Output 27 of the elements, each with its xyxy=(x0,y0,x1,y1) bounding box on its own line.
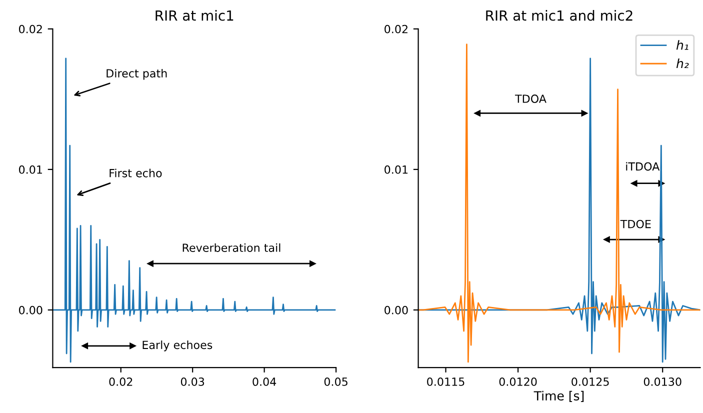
y-tick-label: 0.00 xyxy=(384,306,408,314)
x-axis-title: Time [s] xyxy=(534,390,584,402)
y-tick-label: 0.02 xyxy=(18,24,42,34)
chart-title: RIR at mic1 xyxy=(156,10,234,21)
y-tick-label: 0.00 xyxy=(18,306,42,314)
x-tick-label: 0.0115 xyxy=(427,377,464,386)
annotation: TDOE xyxy=(620,220,651,228)
annotation: Reverberation tail xyxy=(182,243,280,252)
x-tick-label: 0.03 xyxy=(180,377,204,386)
legend-label: h₂ xyxy=(676,58,689,68)
annotation: First echo xyxy=(110,168,162,178)
x-tick-label: 0.02 xyxy=(109,377,132,386)
annotation: iTDOA xyxy=(626,162,660,171)
y-tick-label: 0.02 xyxy=(384,24,408,34)
annotation: Early echoes xyxy=(142,340,212,352)
y-tick-label: 0.01 xyxy=(384,165,408,174)
legend-label: h₁ xyxy=(676,40,688,50)
annotation: Direct path xyxy=(106,68,167,80)
x-tick-label: 0.0125 xyxy=(572,377,609,386)
x-tick-label: 0.0130 xyxy=(644,377,682,386)
annotation: TDOA xyxy=(514,94,546,103)
chart-title: RIR at mic1 and mic2 xyxy=(486,10,632,21)
y-tick-label: 0.01 xyxy=(18,165,42,174)
x-tick-label: 0.05 xyxy=(324,377,348,386)
x-tick-label: 0.04 xyxy=(252,377,276,386)
x-tick-label: 0.0120 xyxy=(499,377,537,386)
line-series xyxy=(52,58,336,363)
